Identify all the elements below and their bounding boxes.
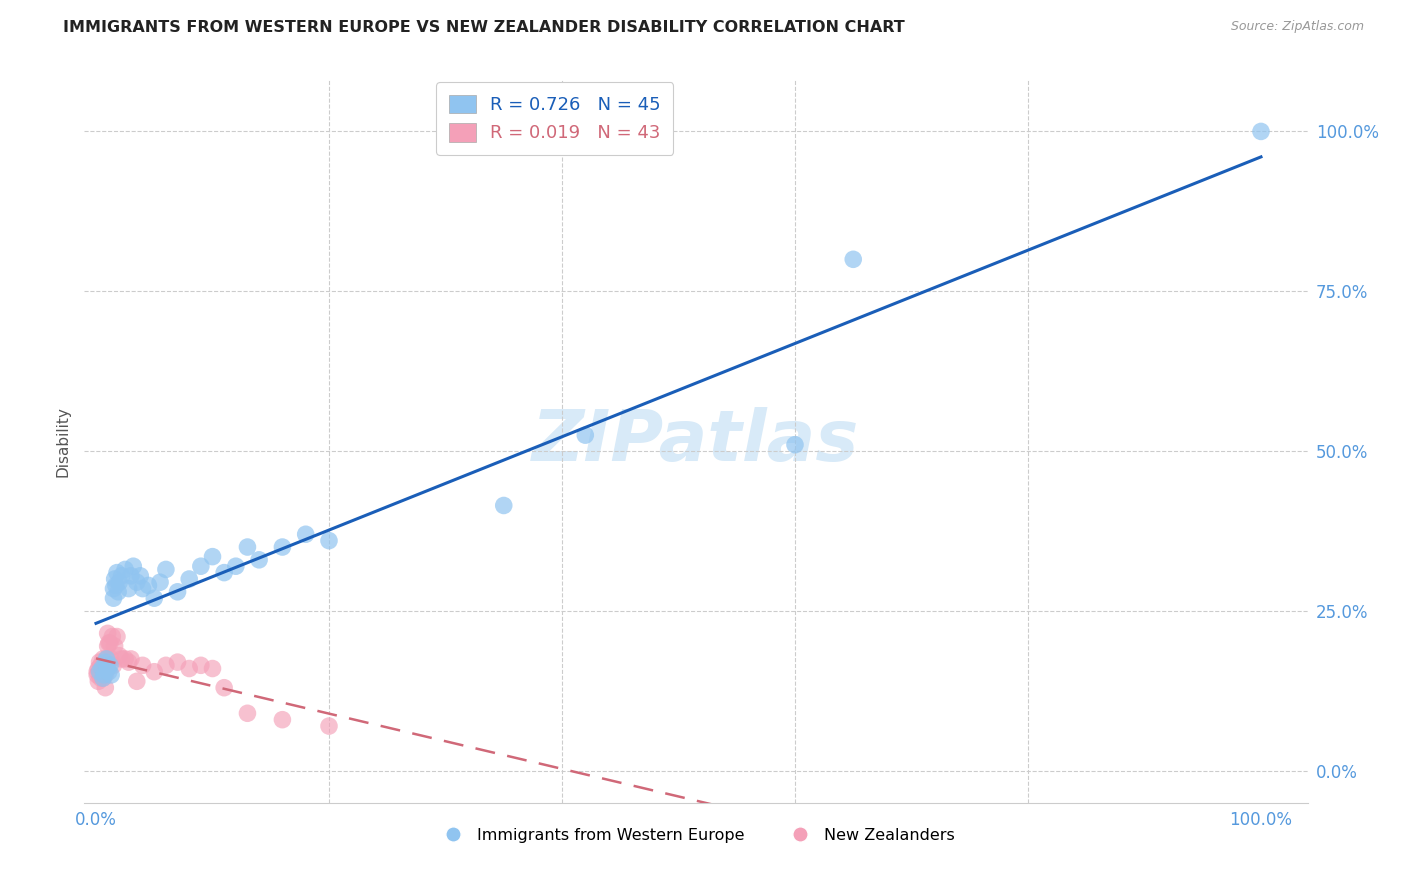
Text: ZIPatlas: ZIPatlas	[533, 407, 859, 476]
Point	[236, 706, 259, 721]
Point	[122, 559, 145, 574]
Point	[97, 665, 120, 679]
Point	[190, 559, 212, 574]
Point	[166, 655, 188, 669]
Point	[131, 658, 153, 673]
Point	[103, 658, 125, 673]
Point	[236, 540, 259, 554]
Point	[90, 661, 112, 675]
Point	[91, 671, 114, 685]
Point	[98, 658, 121, 673]
Point	[89, 665, 111, 679]
Point	[179, 661, 201, 675]
Point	[318, 533, 340, 548]
Point	[93, 668, 115, 682]
Point	[492, 499, 515, 513]
Point	[108, 575, 131, 590]
Point	[574, 428, 596, 442]
Point	[91, 652, 114, 666]
Point	[783, 438, 806, 452]
Point	[201, 549, 224, 564]
Point	[155, 562, 177, 576]
Point	[117, 582, 139, 596]
Point	[94, 681, 117, 695]
Point	[86, 665, 108, 679]
Point	[100, 652, 122, 666]
Point	[271, 713, 294, 727]
Point	[225, 559, 247, 574]
Point	[101, 630, 124, 644]
Point	[96, 652, 118, 666]
Point	[117, 655, 139, 669]
Point	[131, 582, 153, 596]
Point	[114, 652, 136, 666]
Point	[125, 575, 148, 590]
Point	[111, 652, 134, 666]
Point	[129, 569, 152, 583]
Point	[104, 639, 127, 653]
Point	[190, 658, 212, 673]
Text: IMMIGRANTS FROM WESTERN EUROPE VS NEW ZEALANDER DISABILITY CORRELATION CHART: IMMIGRANTS FROM WESTERN EUROPE VS NEW ZE…	[63, 20, 905, 35]
Point	[87, 674, 110, 689]
Point	[138, 578, 160, 592]
Point	[318, 719, 340, 733]
Point	[166, 584, 188, 599]
Point	[86, 668, 108, 682]
Point	[90, 671, 112, 685]
Point	[271, 540, 294, 554]
Point	[104, 572, 127, 586]
Point	[105, 630, 128, 644]
Point	[143, 665, 166, 679]
Point	[90, 661, 112, 675]
Point	[143, 591, 166, 606]
Point	[94, 668, 117, 682]
Point	[125, 674, 148, 689]
Point	[90, 658, 112, 673]
Point	[105, 566, 128, 580]
Point	[103, 591, 125, 606]
Point	[93, 658, 115, 673]
Point	[89, 655, 111, 669]
Point	[87, 661, 110, 675]
Point	[155, 658, 177, 673]
Point	[120, 652, 142, 666]
Point	[108, 648, 131, 663]
Point	[294, 527, 316, 541]
Point	[149, 575, 172, 590]
Point	[111, 569, 134, 583]
Point	[91, 671, 114, 685]
Point	[97, 639, 120, 653]
Point	[103, 582, 125, 596]
Point	[107, 584, 129, 599]
Point	[120, 569, 142, 583]
Point	[90, 668, 112, 682]
Point	[98, 636, 121, 650]
Point	[104, 578, 127, 592]
Point	[97, 661, 120, 675]
Point	[96, 652, 118, 666]
Point	[842, 252, 865, 267]
Text: Source: ZipAtlas.com: Source: ZipAtlas.com	[1230, 20, 1364, 33]
Point	[201, 661, 224, 675]
Point	[179, 572, 201, 586]
Point	[94, 655, 117, 669]
Point	[89, 665, 111, 679]
Point	[212, 681, 235, 695]
Point	[93, 665, 115, 679]
Point	[100, 668, 122, 682]
Point	[212, 566, 235, 580]
Point	[1250, 124, 1272, 138]
Point	[97, 626, 120, 640]
Point	[247, 553, 270, 567]
Point	[97, 636, 120, 650]
Legend: Immigrants from Western Europe, New Zealanders: Immigrants from Western Europe, New Zeal…	[430, 822, 962, 849]
Y-axis label: Disability: Disability	[55, 406, 70, 477]
Point	[114, 562, 136, 576]
